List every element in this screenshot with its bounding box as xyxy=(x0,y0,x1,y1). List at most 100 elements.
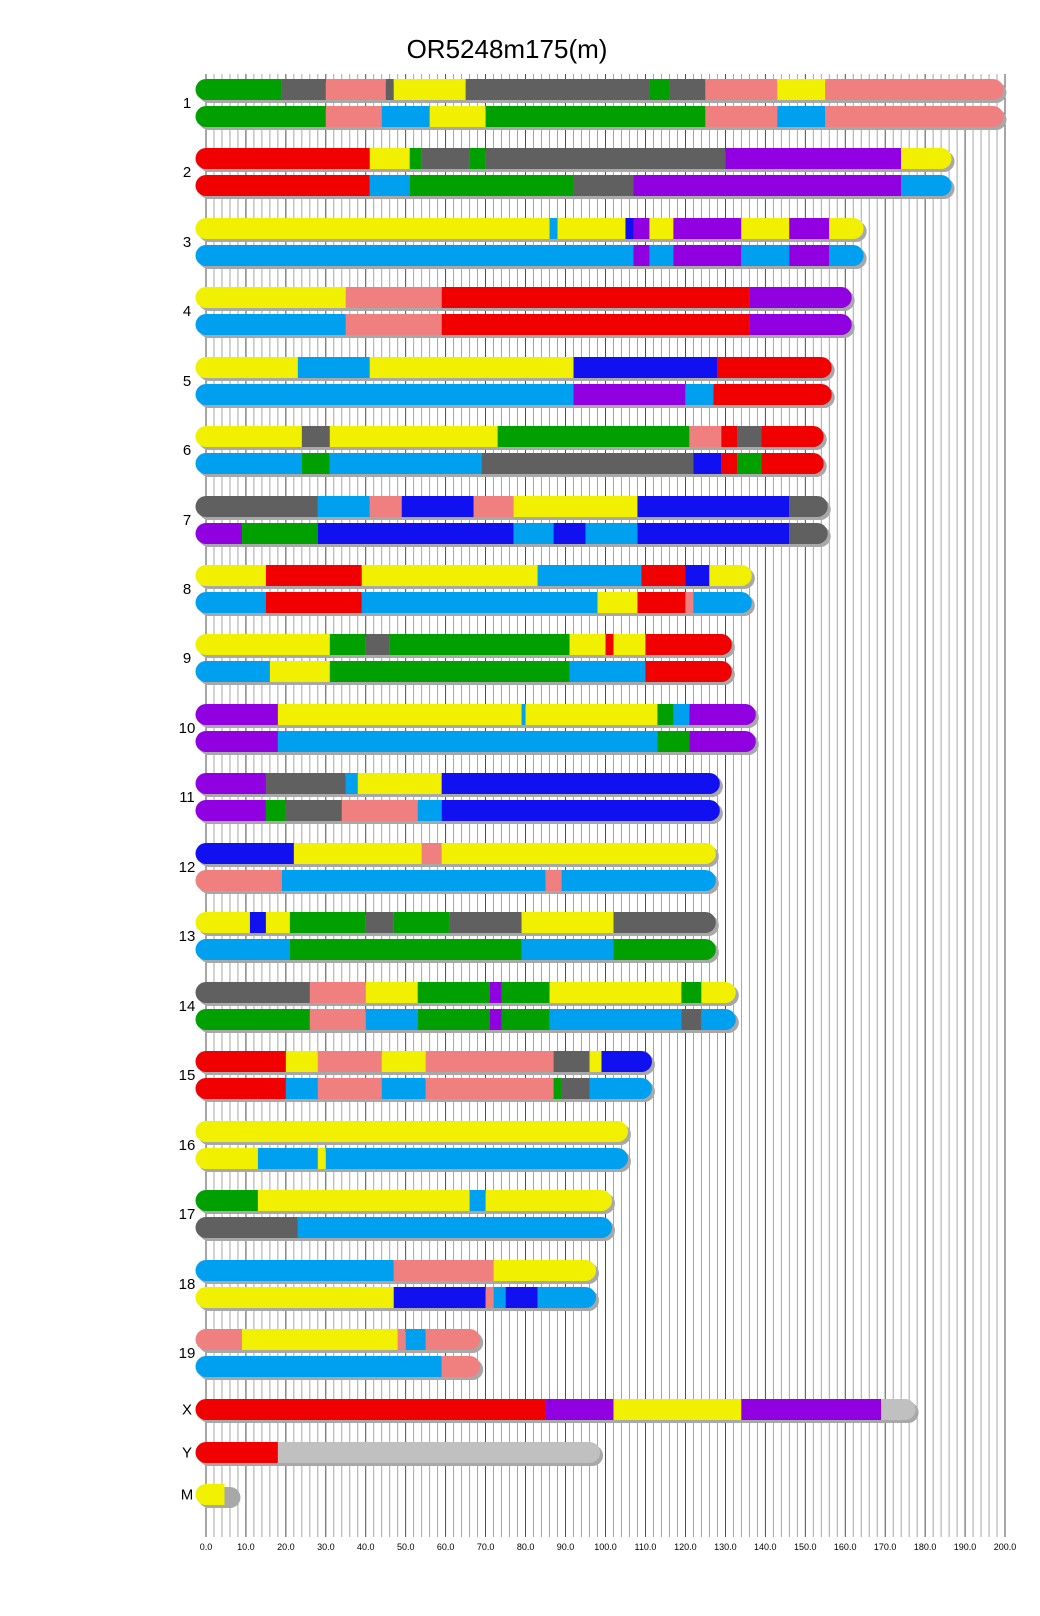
segment-yellow xyxy=(709,565,752,586)
chromosome-4-haplotype-1 xyxy=(195,287,852,308)
segment-yellow xyxy=(569,634,606,655)
segment-gray xyxy=(613,912,716,933)
segment-blue xyxy=(405,1329,426,1350)
segment-green xyxy=(501,1009,550,1030)
segment-blue xyxy=(195,314,346,335)
segment-purple xyxy=(725,148,902,169)
x-tick-label: 190.0 xyxy=(954,1542,977,1552)
segment-blue xyxy=(701,1009,736,1030)
segment-red xyxy=(713,384,832,405)
segment-pink xyxy=(345,314,442,335)
segment-blue xyxy=(281,870,546,891)
segment-green xyxy=(649,79,670,100)
segment-blue xyxy=(297,1217,613,1238)
x-tick-label: 0.0 xyxy=(200,1542,213,1552)
x-tick-label: 150.0 xyxy=(794,1542,817,1552)
segment-gray xyxy=(281,79,326,100)
segment-red xyxy=(265,592,362,613)
segment-blue xyxy=(693,592,752,613)
segment-yellow xyxy=(369,148,410,169)
chart-title: OR5248m175(m) xyxy=(407,34,608,64)
segment-purple xyxy=(489,1009,502,1030)
segment-purple xyxy=(673,245,742,266)
chromosome-label: M xyxy=(181,1487,194,1504)
chromosome-11-haplotype-2 xyxy=(195,800,720,821)
segment-red xyxy=(717,357,832,378)
chromosome-label: 14 xyxy=(179,998,196,1015)
segment-green xyxy=(409,175,574,196)
chromosome-8-haplotype-2 xyxy=(195,592,752,613)
chromosome-12-haplotype-1 xyxy=(195,843,716,864)
segment-green xyxy=(195,1190,258,1211)
segment-navy xyxy=(249,912,266,933)
segment-pink xyxy=(325,79,386,100)
segment-blue xyxy=(537,565,642,586)
chromosome-1-haplotype-1 xyxy=(195,79,1004,100)
chromosome-17-haplotype-1 xyxy=(195,1190,613,1211)
segment-blue xyxy=(513,523,554,544)
segment-green xyxy=(497,426,690,447)
segment-yellow xyxy=(285,1051,318,1072)
segment-red xyxy=(195,1051,286,1072)
chromosome-label: 19 xyxy=(179,1345,196,1362)
segment-red xyxy=(441,287,750,308)
chromosome-label: 10 xyxy=(179,720,196,737)
segment-purple xyxy=(195,800,266,821)
chromosome-label: 3 xyxy=(183,234,191,251)
segment-blue xyxy=(469,1190,486,1211)
segment-pink xyxy=(195,870,282,891)
segment-yellow xyxy=(195,426,302,447)
segment-blue xyxy=(673,704,690,725)
segment-lightgray xyxy=(881,1399,916,1420)
segment-blue xyxy=(195,384,574,405)
segment-blue xyxy=(649,245,674,266)
segment-yellow xyxy=(613,1399,742,1420)
chromosome-label: 16 xyxy=(179,1137,196,1154)
segment-blue xyxy=(549,1009,682,1030)
chromosome-18-haplotype-1 xyxy=(195,1260,597,1281)
segment-gray xyxy=(737,426,762,447)
segment-red xyxy=(761,453,824,474)
chromosome-label: 11 xyxy=(179,789,195,806)
chromosome-15-haplotype-1 xyxy=(195,1051,652,1072)
segment-blue xyxy=(285,1078,318,1099)
segment-green xyxy=(613,939,716,960)
x-tick-label: 20.0 xyxy=(277,1542,295,1552)
segment-yellow xyxy=(241,1329,398,1350)
segment-purple xyxy=(195,523,242,544)
segment-green xyxy=(501,982,550,1003)
chromosome-12-haplotype-2 xyxy=(195,870,716,891)
chromosome-5-haplotype-1 xyxy=(195,357,832,378)
segment-blue xyxy=(369,175,410,196)
segment-yellow xyxy=(429,106,486,127)
segment-gray xyxy=(681,1009,702,1030)
segment-purple xyxy=(195,704,278,725)
segment-blue xyxy=(195,1356,442,1377)
segment-pink xyxy=(345,287,442,308)
segment-yellow xyxy=(195,218,550,239)
segment-pink xyxy=(195,1329,242,1350)
segment-blue xyxy=(317,496,370,517)
chromosome-label: 12 xyxy=(179,859,196,876)
x-tick-label: 140.0 xyxy=(754,1542,777,1552)
segment-navy xyxy=(573,357,718,378)
segment-red xyxy=(645,661,732,682)
x-axis-ticks: 0.0 10.0 20.0 30.0 40.0 50.0 60.0 70.0 80.0 90.0 1… xyxy=(200,1542,1017,1552)
segment-blue xyxy=(277,731,658,752)
segment-purple xyxy=(689,704,756,725)
chromosome-10-haplotype-1 xyxy=(195,704,756,725)
x-tick-label: 170.0 xyxy=(874,1542,897,1552)
chromosome-label: 15 xyxy=(179,1067,196,1084)
segment-yellow xyxy=(317,1148,326,1169)
chromosome-X-haplotype-1 xyxy=(195,1399,916,1420)
x-tick-label: 60.0 xyxy=(437,1542,455,1552)
segment-blue xyxy=(195,1260,394,1281)
segment-purple xyxy=(195,773,266,794)
segment-red xyxy=(721,453,738,474)
x-tick-label: 110.0 xyxy=(635,1542,657,1552)
segment-navy xyxy=(601,1051,652,1072)
chromosome-6-haplotype-1 xyxy=(195,426,824,447)
segment-green xyxy=(553,1078,562,1099)
